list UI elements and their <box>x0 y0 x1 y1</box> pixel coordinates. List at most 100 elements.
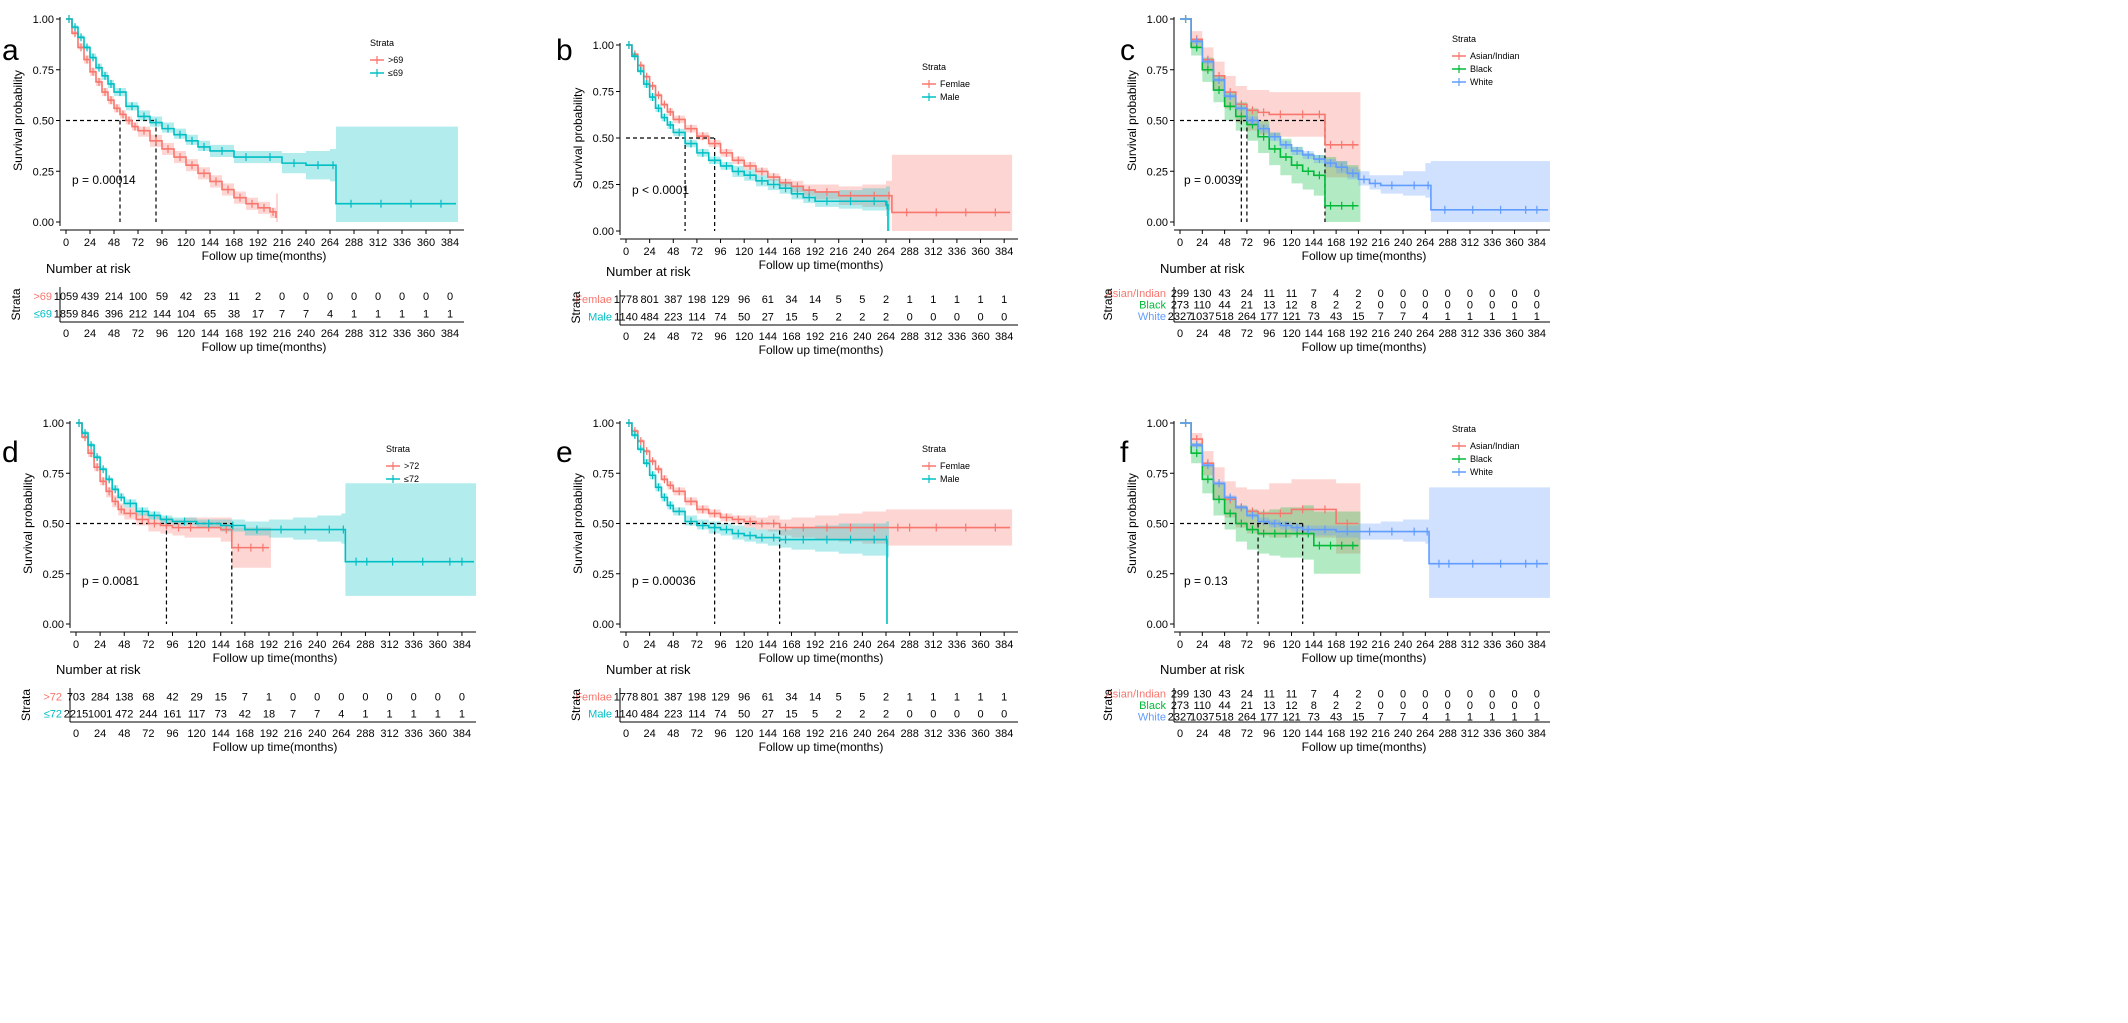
risk-cell: 7 <box>303 308 309 320</box>
risk-x-tick-label: 216 <box>273 328 291 340</box>
x-tick-label: 120 <box>735 639 753 651</box>
risk-x-tick-label: 168 <box>782 331 800 343</box>
risk-cell: 18 <box>263 709 275 721</box>
risk-x-tick-label: 144 <box>201 328 219 340</box>
risk-x-tick-label: 144 <box>212 728 230 740</box>
risk-x-tick-label: 384 <box>453 728 471 740</box>
risk-cell: 1 <box>435 709 441 721</box>
risk-x-tick-label: 168 <box>782 728 800 740</box>
y-axis-label: Survival probability <box>571 88 585 189</box>
risk-cell: 38 <box>228 308 240 320</box>
x-tick-label: 384 <box>1528 237 1546 249</box>
risk-cell: 11 <box>1286 288 1297 300</box>
risk-cell: 0 <box>1422 300 1428 312</box>
risk-x-tick-label: 168 <box>236 728 254 740</box>
x-tick-label: 312 <box>924 639 942 651</box>
risk-cell: 1001 <box>88 709 112 721</box>
risk-cell: 100 <box>129 291 147 303</box>
risk-cell: 0 <box>435 692 441 704</box>
x-tick-label: 168 <box>236 639 254 651</box>
legend-title: Strata <box>386 444 410 454</box>
risk-x-tick-label: 288 <box>356 728 374 740</box>
risk-x-tick-label: 216 <box>830 728 848 740</box>
y-tick-label: 0.75 <box>1147 65 1168 77</box>
risk-cell: 42 <box>180 291 192 303</box>
risk-cell: 0 <box>1534 300 1540 312</box>
ci-band-1 <box>1180 19 1361 222</box>
risk-x-tick-label: 96 <box>156 328 168 340</box>
risk-x-tick-label: 120 <box>187 728 205 740</box>
risk-cell: 1 <box>423 308 429 320</box>
x-axis-label: Follow up time(months) <box>213 651 338 665</box>
x-axis-label: Follow up time(months) <box>202 249 327 263</box>
x-tick-label: 96 <box>714 246 726 258</box>
risk-cell: 8 <box>1311 700 1317 712</box>
risk-x-tick-label: 192 <box>249 328 267 340</box>
risk-cell: 0 <box>1467 689 1473 701</box>
panel-b: b0.000.250.500.751.000 24 48 72 96 120 144 168 1… <box>556 34 1018 357</box>
risk-cell: 0 <box>1534 700 1540 712</box>
x-tick-label: 216 <box>1372 237 1390 249</box>
risk-cell: 21 <box>1241 300 1253 312</box>
risk-cell: 0 <box>387 692 393 704</box>
risk-x-axis-label: Follow up time(months) <box>759 740 884 754</box>
risk-cell: 73 <box>1308 311 1320 323</box>
risk-cell: 1 <box>459 709 465 721</box>
risk-cell: 43 <box>1330 711 1342 723</box>
risk-cell: 17 <box>252 308 264 320</box>
risk-cell: 27 <box>762 311 774 323</box>
x-tick-label: 264 <box>877 246 895 258</box>
risk-cell: 1 <box>1489 711 1495 723</box>
risk-cell: 0 <box>411 692 417 704</box>
risk-x-tick-label: 336 <box>1483 728 1501 740</box>
x-tick-label: 24 <box>644 246 656 258</box>
risk-cell: 117 <box>188 709 206 721</box>
risk-cell: 1 <box>266 692 272 704</box>
risk-cell: 110 <box>1194 300 1212 312</box>
risk-cell: 1 <box>907 294 913 306</box>
risk-cell: 130 <box>1193 689 1211 701</box>
survival-curve-0 <box>626 422 1011 529</box>
x-tick-label: 384 <box>441 237 459 249</box>
legend-label: >72 <box>404 461 419 471</box>
risk-cell: 1 <box>447 308 453 320</box>
risk-cell: 0 <box>423 291 429 303</box>
x-tick-label: 360 <box>1505 237 1523 249</box>
y-axis-label: Survival probability <box>571 473 585 574</box>
risk-cell: 2 <box>1355 300 1361 312</box>
risk-cell: 0 <box>1422 288 1428 300</box>
risk-cell: 114 <box>688 311 706 323</box>
x-tick-label: 192 <box>1349 639 1367 651</box>
y-tick-label: 0.50 <box>1147 519 1168 531</box>
panel-d: d0.000.250.500.751.000 24 48 72 96 120 144 168 1… <box>2 418 476 754</box>
risk-cell: 5 <box>836 294 842 306</box>
risk-row-label: White <box>1138 311 1166 323</box>
risk-cell: 1 <box>399 308 405 320</box>
panel-e: e0.000.250.500.751.000 24 48 72 96 120 144 168 1… <box>556 418 1018 754</box>
risk-cell: 846 <box>81 308 99 320</box>
risk-cell: 0 <box>1378 300 1384 312</box>
y-tick-label: 0.00 <box>593 619 614 631</box>
risk-x-tick-label: 288 <box>1438 728 1456 740</box>
x-tick-label: 216 <box>1372 639 1390 651</box>
risk-x-tick-label: 312 <box>369 328 387 340</box>
x-tick-label: 120 <box>187 639 205 651</box>
risk-x-tick-label: 96 <box>714 728 726 740</box>
risk-x-tick-label: 168 <box>1327 728 1345 740</box>
risk-cell: 439 <box>81 291 99 303</box>
risk-cell: 1 <box>1511 711 1517 723</box>
risk-cell: 7 <box>1378 711 1384 723</box>
risk-x-tick-label: 96 <box>714 331 726 343</box>
risk-cell: 284 <box>91 692 109 704</box>
x-tick-label: 48 <box>108 237 120 249</box>
x-tick-label: 48 <box>1218 237 1230 249</box>
y-axis-label: Survival probability <box>1125 473 1139 574</box>
risk-cell: 29 <box>190 692 202 704</box>
risk-cell: 1 <box>1534 311 1540 323</box>
risk-cell: 387 <box>664 294 682 306</box>
x-axis-label: Follow up time(months) <box>1302 249 1427 263</box>
legend-label: White <box>1470 77 1493 87</box>
y-tick-label: 1.00 <box>1147 14 1168 26</box>
risk-cell: 0 <box>1511 288 1517 300</box>
risk-cell: 7 <box>279 308 285 320</box>
